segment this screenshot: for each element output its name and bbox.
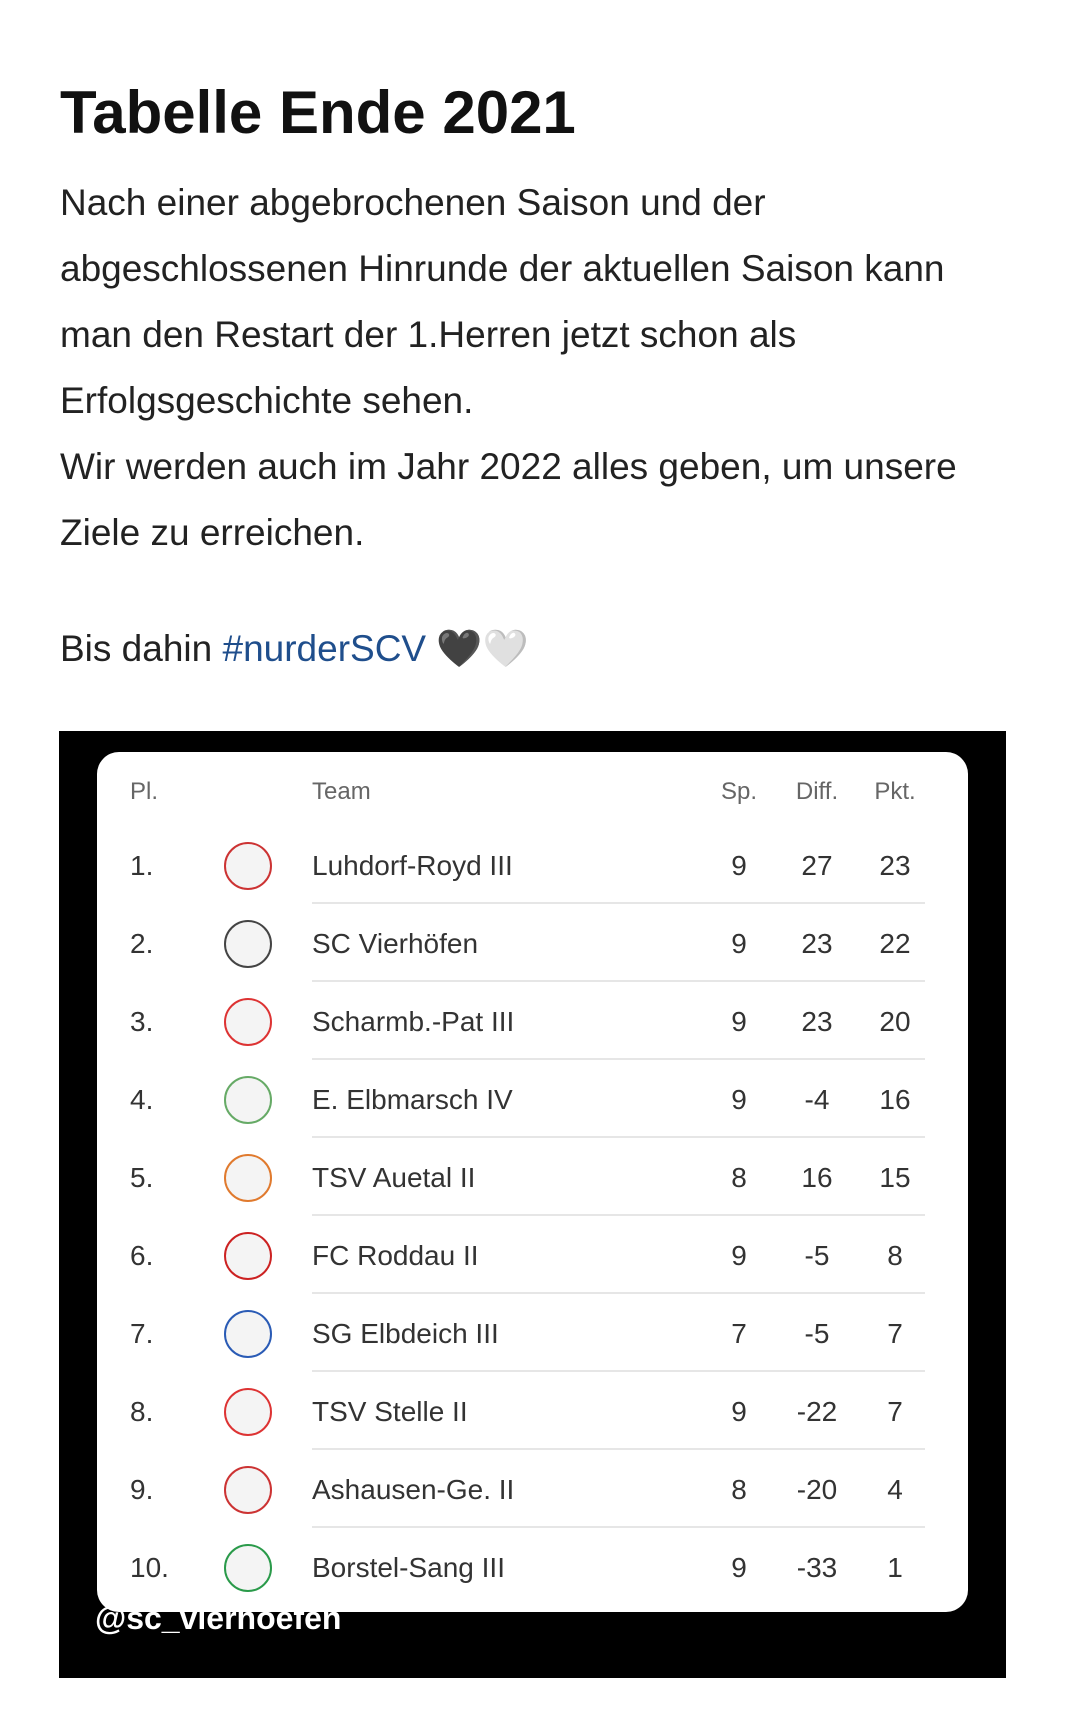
- team-name: Ashausen-Ge. II: [312, 1474, 515, 1505]
- team-logo: [224, 920, 272, 968]
- table-cell: 27: [801, 850, 833, 881]
- row-separator: [312, 1526, 925, 1528]
- table-cell: 9: [731, 850, 747, 881]
- table-cell: 7: [887, 1396, 903, 1427]
- team-logo: [224, 842, 272, 890]
- paragraph: Wir werden auch im Jahr 2022 alles geben…: [60, 446, 957, 553]
- row-separator: [312, 1370, 925, 1372]
- table-cell: -20: [796, 1474, 838, 1505]
- table-cell: 10.: [130, 1552, 169, 1583]
- table-cell: 23: [801, 1006, 833, 1037]
- table-cell: 9: [731, 1084, 747, 1115]
- row-separator: [312, 980, 925, 982]
- table-cell: 7.: [130, 1318, 154, 1349]
- column-header: Sp.: [720, 778, 758, 805]
- table-cell: 8: [731, 1162, 747, 1193]
- table-cell: 1.: [130, 850, 154, 881]
- row-separator: [312, 1136, 925, 1138]
- closing-line: Bis dahin #nurderSCV 🖤🤍: [60, 628, 529, 671]
- team-name: Scharmb.-Pat III: [312, 1006, 515, 1037]
- table-cell: 22: [879, 928, 911, 959]
- table-cell: 1: [887, 1552, 903, 1583]
- table-cell: 7: [887, 1318, 903, 1349]
- closing: Bis dahin: [60, 628, 213, 669]
- table-cell: -5: [804, 1240, 830, 1271]
- table-cell: 9: [731, 1006, 747, 1037]
- table-cell: 9: [731, 1552, 747, 1583]
- table-cell: 3.: [130, 1006, 154, 1037]
- team-name: SG Elbdeich III: [312, 1318, 499, 1349]
- table-cell: 8.: [130, 1396, 154, 1427]
- team-logo: [224, 1388, 272, 1436]
- column-header: Pkt.: [874, 778, 916, 805]
- table-cell: 16: [801, 1162, 833, 1193]
- row-separator: [312, 1214, 925, 1216]
- team-logo: [224, 1076, 272, 1124]
- row-separator: [312, 1292, 925, 1294]
- paragraph: Nach einer abgebrochenen Saison und der …: [60, 182, 945, 421]
- watermark: @sc_vierhoefen: [95, 1600, 342, 1636]
- table-cell: 16: [879, 1084, 911, 1115]
- team-logo: [224, 1310, 272, 1358]
- column-header: Pl.: [130, 778, 159, 805]
- table-cell: 7: [731, 1318, 747, 1349]
- table-cell: -22: [796, 1396, 838, 1427]
- table-cell: 23: [801, 928, 833, 959]
- table-cell: 8: [887, 1240, 903, 1271]
- column-header: Diff.: [795, 778, 839, 805]
- post-title: Tabelle Ende 2021: [60, 79, 576, 146]
- table-cell: 23: [879, 850, 911, 881]
- emoji: 🖤🤍: [436, 628, 529, 669]
- team-logo: [224, 1466, 272, 1514]
- column-header: Team: [312, 778, 371, 805]
- table-cell: -33: [796, 1552, 838, 1583]
- row-separator: [312, 902, 925, 904]
- team-name: E. Elbmarsch IV: [312, 1084, 513, 1115]
- team-name: TSV Stelle II: [312, 1396, 468, 1427]
- team-name: Luhdorf-Royd III: [312, 850, 513, 881]
- team-name: FC Roddau II: [312, 1240, 479, 1271]
- table-cell: -5: [804, 1318, 830, 1349]
- row-separator: [312, 1448, 925, 1450]
- table-cell: 9.: [130, 1474, 154, 1505]
- table-cell: 9: [731, 1396, 747, 1427]
- table-cell: 4.: [130, 1084, 154, 1115]
- post-text: Nach einer abgebrochenen Saison und der …: [60, 170, 1020, 566]
- table-cell: 6.: [130, 1240, 154, 1271]
- table-cell: 20: [879, 1006, 911, 1037]
- team-name: SC Vierhöfen: [312, 928, 479, 959]
- table-cell: 5.: [130, 1162, 154, 1193]
- table-cell: 15: [879, 1162, 911, 1193]
- row-separator: [312, 1058, 925, 1060]
- team-logo: [224, 1544, 272, 1592]
- team-name: Borstel-Sang III: [312, 1552, 505, 1583]
- team-name: TSV Auetal II: [312, 1162, 476, 1193]
- team-logo: [224, 1154, 272, 1202]
- table-cell: 8: [731, 1474, 747, 1505]
- table-cell: 9: [731, 928, 747, 959]
- table-cell: 2.: [130, 928, 154, 959]
- hashtag[interactable]: #nurderSCV: [222, 628, 427, 669]
- team-logo: [224, 1232, 272, 1280]
- team-logo: [224, 998, 272, 1046]
- table-cell: -4: [804, 1084, 830, 1115]
- table-cell: 4: [887, 1474, 903, 1505]
- table-cell: 9: [731, 1240, 747, 1271]
